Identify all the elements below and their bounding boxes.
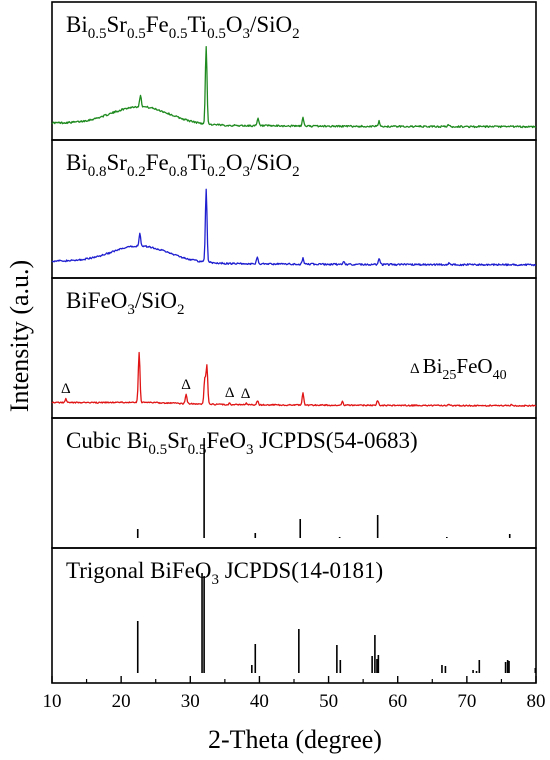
x-axis: 10 20 30 40 50 60 70 80: [43, 676, 546, 712]
x-tick-label: 70: [457, 691, 476, 712]
impurity-marker: Δ: [181, 377, 191, 393]
x-tick-label: 40: [250, 691, 269, 712]
x-tick-label: 60: [388, 691, 407, 712]
y-axis-label: Intensity (a.u.): [5, 260, 34, 412]
impurity-marker: Δ: [225, 385, 235, 401]
x-tick-label: 80: [527, 691, 546, 712]
x-tick-label: 50: [319, 691, 338, 712]
phase-legend: Δ Bi25FeO40​: [410, 354, 507, 383]
impurity-marker: Δ: [241, 386, 251, 402]
pattern-line: [51, 188, 537, 267]
x-axis-label: 2-Theta (degree): [208, 725, 382, 754]
pattern-line: [51, 351, 537, 407]
impurity-marker: Δ: [61, 381, 71, 397]
x-tick-label: 30: [181, 691, 200, 712]
x-tick-label: 20: [112, 691, 131, 712]
x-tick-label: 10: [43, 691, 62, 712]
pattern-line: [51, 46, 537, 129]
